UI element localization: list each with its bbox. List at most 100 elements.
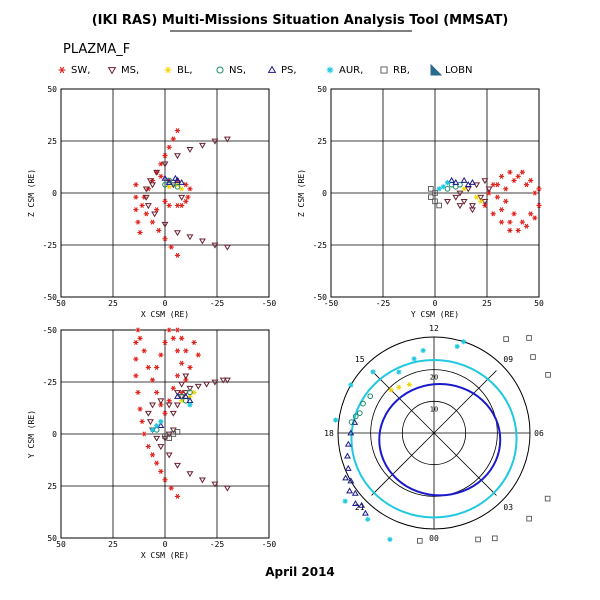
point-ms-xz — [174, 230, 181, 237]
point-ms-xy — [157, 444, 165, 451]
y-axis-label: Z CSM (RE) — [27, 169, 36, 217]
point-ms-xz — [161, 161, 169, 168]
polar-point-ps — [358, 501, 366, 508]
point-sw-xz — [179, 202, 185, 209]
mlt-label: 18 — [324, 429, 334, 438]
point-sw-xy — [158, 352, 164, 358]
polar-point-rb — [526, 335, 532, 341]
point-sw-yz — [519, 219, 525, 225]
mlt-label: 12 — [429, 324, 439, 333]
point-ms-xz — [151, 211, 159, 218]
point-sw-xz — [166, 202, 172, 209]
point-sw-yz — [528, 211, 534, 217]
point-sw-yz — [494, 194, 500, 200]
legend-marker-4 — [267, 65, 277, 73]
point-sw-yz — [503, 186, 509, 192]
point-sw-yz — [523, 223, 530, 229]
point-sw-xy — [154, 389, 160, 395]
point-sw-xz — [149, 219, 156, 225]
legend-label-5: AUR, — [339, 65, 363, 76]
point-sw-xz — [183, 198, 189, 204]
point-sw-xz — [139, 202, 145, 209]
auroral-oval-outer — [350, 359, 518, 519]
polar-point-bl — [406, 382, 412, 388]
polar-point-rb — [503, 336, 509, 342]
polar-point-ps — [361, 509, 369, 516]
point-ms-xy — [174, 462, 181, 469]
point-sw-xy — [149, 377, 156, 383]
point-sw-yz — [523, 182, 530, 188]
point-sw-xy — [154, 364, 160, 370]
panel-mlt-ilat: 12 15 18 21 00 03 06 09 10 20 — [324, 324, 551, 544]
point-sw-yz — [511, 177, 517, 184]
point-sw-yz — [498, 219, 505, 225]
point-ms-yz — [456, 190, 464, 197]
legend-marker-1 — [107, 67, 117, 75]
point-rb-xy — [162, 433, 168, 439]
y-axis-label: Y CSM (RE) — [27, 410, 36, 458]
point-ms-xz — [186, 147, 194, 153]
point-ms-xy — [169, 427, 177, 434]
point-sw-yz — [507, 219, 513, 225]
point-ms-xy — [223, 377, 231, 384]
point-ms-xz — [198, 142, 206, 149]
point-aur-xy — [158, 418, 164, 425]
point-ms-xz — [142, 194, 150, 201]
point-sw-xy — [141, 431, 147, 437]
point-ps-xz — [178, 179, 186, 185]
legend-marker-6 — [380, 66, 388, 74]
x-axis-label: X CSM (RE) — [141, 310, 189, 319]
point-sw-xz — [166, 144, 172, 150]
point-sw-xz — [162, 236, 168, 242]
polar-point-aur — [348, 382, 354, 388]
point-ms-yz — [477, 194, 485, 201]
legend-label-1: MS, — [121, 65, 139, 76]
point-ps-xy — [174, 392, 181, 399]
y-tick-label: 0 — [52, 430, 57, 439]
point-sw-xy — [154, 460, 160, 466]
point-ns-yz — [444, 186, 451, 192]
point-ps-xz — [165, 179, 173, 185]
polar-point-rb — [544, 495, 551, 502]
point-ps-xz — [171, 174, 179, 181]
point-sw-xy — [141, 348, 147, 354]
point-ms-yz — [444, 199, 451, 205]
point-ms-xy — [178, 381, 186, 388]
x-axis-label: X CSM (RE) — [141, 551, 189, 560]
point-ms-xy — [174, 390, 181, 396]
point-sw-xz — [158, 161, 164, 167]
polar-point-ps — [343, 452, 351, 459]
point-sw-yz — [515, 173, 521, 179]
y-tick-label: -50 — [43, 293, 58, 302]
point-rb-yz — [428, 186, 434, 192]
point-ms-xy — [144, 410, 152, 417]
point-sw-xy — [174, 373, 181, 379]
point-sw-xz — [133, 194, 139, 200]
y-tick-label: 50 — [47, 85, 57, 94]
polar-point-aur — [387, 536, 393, 543]
x-tick-label: 25 — [482, 299, 492, 308]
point-sw-xy — [170, 385, 176, 391]
y-axis-label: Z CSM (RE) — [297, 169, 306, 217]
point-ms-xz — [178, 194, 186, 201]
point-bl-yz — [461, 186, 467, 192]
point-ns-xy — [187, 389, 193, 396]
mlt-label: 15 — [355, 355, 365, 364]
x-tick-label: 50 — [56, 299, 66, 308]
panel-yz: -50 -25 0 25 50 50 25 0 -25 -50 Y CSM (RE) Z CSM (R… — [297, 85, 544, 319]
point-sw-xz — [158, 173, 164, 179]
polar-point-rb — [545, 372, 551, 378]
point-ps-yz — [448, 176, 456, 183]
polar-point-ps — [347, 477, 355, 484]
point-sw-xz — [143, 211, 149, 217]
point-ms-yz — [481, 199, 489, 205]
y-tick-label: -25 — [313, 241, 328, 250]
point-ms-xz — [223, 136, 231, 143]
polar-point-ps — [346, 487, 354, 494]
point-sw-xz — [185, 194, 191, 200]
polar-point-aur — [365, 516, 371, 522]
point-ms-yz — [481, 178, 489, 185]
point-sw-xz — [187, 186, 193, 192]
polar-point-ns — [356, 410, 363, 416]
point-sw-xy — [195, 352, 201, 358]
